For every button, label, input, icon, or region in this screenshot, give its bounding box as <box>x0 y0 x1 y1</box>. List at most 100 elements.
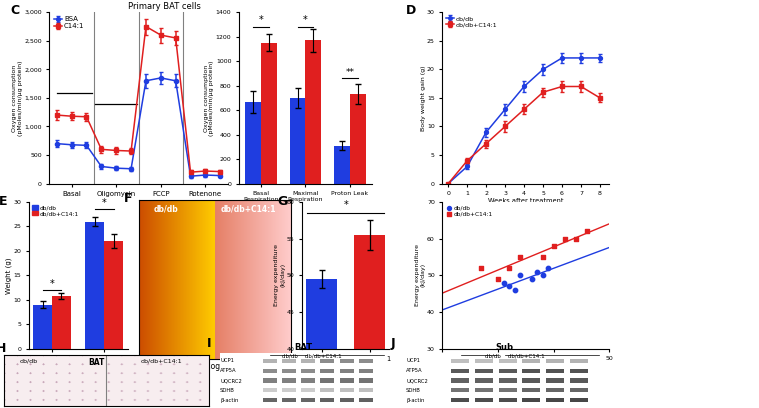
Bar <box>359 368 373 373</box>
Bar <box>282 368 296 373</box>
db/db+C14:1 <box>503 265 515 271</box>
Bar <box>289 98 306 184</box>
Bar <box>522 368 540 373</box>
Bar <box>499 398 517 402</box>
Bar <box>350 94 366 184</box>
Y-axis label: Weight (g): Weight (g) <box>5 257 12 294</box>
Text: *: * <box>259 15 263 25</box>
Bar <box>522 378 540 383</box>
Bar <box>546 388 564 392</box>
Bar <box>546 398 564 402</box>
Text: D: D <box>406 4 416 17</box>
Text: UQCRC2: UQCRC2 <box>220 378 242 383</box>
Text: ATP5A: ATP5A <box>406 368 423 373</box>
Bar <box>301 398 315 402</box>
Text: UQCRC2: UQCRC2 <box>406 378 428 383</box>
Bar <box>475 398 493 402</box>
Bar <box>359 388 373 392</box>
Text: BAT: BAT <box>88 358 104 367</box>
Bar <box>104 241 123 349</box>
db/db <box>525 276 537 282</box>
Bar <box>263 378 277 383</box>
Text: β-actin: β-actin <box>406 398 424 403</box>
Bar <box>282 398 296 402</box>
db/db+C14:1 <box>570 235 582 242</box>
Bar <box>263 359 277 363</box>
Bar <box>499 359 517 363</box>
Bar <box>452 378 469 383</box>
Legend: db/db, db/db+C14:1: db/db, db/db+C14:1 <box>446 16 498 28</box>
Bar <box>570 388 587 392</box>
db/db+C14:1 <box>515 254 527 260</box>
Bar <box>475 378 493 383</box>
Text: G: G <box>278 195 288 208</box>
Y-axis label: Energy expenditure
(kJ/day): Energy expenditure (kJ/day) <box>275 244 285 306</box>
Bar <box>263 368 277 373</box>
Text: *: * <box>303 15 308 25</box>
Bar <box>33 305 52 349</box>
Bar <box>546 359 564 363</box>
Legend: BSA, C14:1: BSA, C14:1 <box>53 16 85 30</box>
db/db+C14:1 <box>537 254 549 260</box>
db/db <box>537 272 549 279</box>
Bar <box>305 40 322 184</box>
db/db <box>542 265 554 271</box>
Text: *: * <box>50 279 55 289</box>
Text: db/db: db/db <box>19 358 37 363</box>
Bar <box>263 388 277 392</box>
Title: Sub: Sub <box>496 343 514 352</box>
Bar <box>522 388 540 392</box>
Bar <box>475 388 493 392</box>
Text: UCP1: UCP1 <box>406 358 420 364</box>
Text: C: C <box>10 4 19 17</box>
X-axis label: Thermography: Thermography <box>187 362 243 371</box>
Bar <box>499 388 517 392</box>
Bar <box>282 359 296 363</box>
Bar <box>339 388 354 392</box>
Text: Primary BAT cells: Primary BAT cells <box>128 2 201 11</box>
Text: E: E <box>0 195 8 208</box>
Bar <box>261 43 277 184</box>
Text: db/db    db/db+C14:1: db/db db/db+C14:1 <box>282 354 342 359</box>
Text: J: J <box>390 337 395 350</box>
Bar <box>546 378 564 383</box>
Bar <box>52 296 71 349</box>
Text: SDHB: SDHB <box>406 388 421 393</box>
Text: *: * <box>0 407 1 408</box>
Text: db/db+C14:1: db/db+C14:1 <box>220 204 276 213</box>
Bar <box>499 378 517 383</box>
db/db+C14:1 <box>548 243 560 249</box>
Y-axis label: Oxygen consumption
(pMoles/min/µg protein): Oxygen consumption (pMoles/min/µg protei… <box>203 60 215 136</box>
Title: BAT: BAT <box>294 343 313 352</box>
Bar <box>546 368 564 373</box>
Bar <box>282 378 296 383</box>
Bar <box>522 359 540 363</box>
db/db+C14:1 <box>581 228 594 235</box>
db/db+C14:1 <box>475 265 487 271</box>
Bar <box>320 398 335 402</box>
Text: }**: }** <box>0 407 1 408</box>
Bar <box>452 359 469 363</box>
Bar <box>263 398 277 402</box>
Bar <box>320 378 335 383</box>
Y-axis label: Energy expenditure
(kJ/day): Energy expenditure (kJ/day) <box>415 244 426 306</box>
Y-axis label: Body weight gain (g): Body weight gain (g) <box>420 65 426 131</box>
Text: db/db    db/db+C14:1: db/db db/db+C14:1 <box>485 354 544 359</box>
Text: UCP1: UCP1 <box>220 358 234 364</box>
Text: β-actin: β-actin <box>220 398 238 403</box>
Text: *: * <box>343 200 348 210</box>
Y-axis label: Oxygen consumption
(pMoles/min/µg protein): Oxygen consumption (pMoles/min/µg protei… <box>12 60 23 136</box>
Bar <box>282 388 296 392</box>
Bar <box>301 359 315 363</box>
Bar <box>245 102 261 184</box>
Bar <box>301 368 315 373</box>
Bar <box>570 398 587 402</box>
Bar <box>452 368 469 373</box>
db/db <box>498 279 510 286</box>
Bar <box>452 398 469 402</box>
Bar <box>339 398 354 402</box>
Text: H: H <box>0 342 6 355</box>
Bar <box>320 359 335 363</box>
Bar <box>452 388 469 392</box>
Bar <box>475 368 493 373</box>
